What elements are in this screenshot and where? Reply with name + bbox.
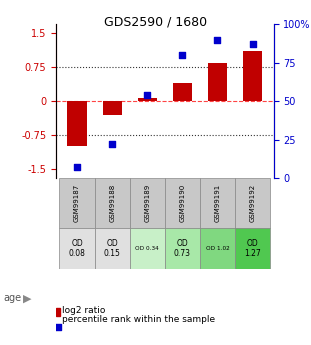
- Bar: [67, 101, 87, 146]
- Point: [55, 324, 60, 330]
- Text: ▶: ▶: [23, 294, 32, 303]
- Bar: [56, 308, 60, 316]
- FancyBboxPatch shape: [235, 228, 270, 269]
- Bar: [103, 101, 122, 115]
- Text: percentile rank within the sample: percentile rank within the sample: [62, 315, 215, 324]
- Point: [180, 52, 185, 58]
- FancyBboxPatch shape: [95, 228, 130, 269]
- Text: GSM99191: GSM99191: [215, 184, 220, 222]
- FancyBboxPatch shape: [95, 178, 130, 228]
- Point: [110, 141, 115, 147]
- Point: [250, 41, 255, 47]
- Text: OD
0.73: OD 0.73: [174, 239, 191, 258]
- Text: log2 ratio: log2 ratio: [62, 306, 105, 315]
- Text: GSM99192: GSM99192: [250, 184, 256, 222]
- Point: [215, 37, 220, 42]
- Text: OD
1.27: OD 1.27: [244, 239, 261, 258]
- FancyBboxPatch shape: [235, 178, 270, 228]
- FancyBboxPatch shape: [130, 228, 165, 269]
- Text: OD
0.15: OD 0.15: [104, 239, 121, 258]
- FancyBboxPatch shape: [200, 228, 235, 269]
- Text: GSM99190: GSM99190: [179, 184, 185, 222]
- FancyBboxPatch shape: [165, 178, 200, 228]
- Text: OD
0.08: OD 0.08: [69, 239, 86, 258]
- Text: GSM99189: GSM99189: [144, 184, 150, 222]
- Bar: [243, 51, 262, 101]
- Text: GSM99187: GSM99187: [74, 184, 80, 222]
- FancyBboxPatch shape: [165, 228, 200, 269]
- FancyBboxPatch shape: [59, 178, 95, 228]
- Point: [145, 92, 150, 98]
- FancyBboxPatch shape: [200, 178, 235, 228]
- Bar: [173, 83, 192, 101]
- Text: age: age: [3, 294, 21, 303]
- FancyBboxPatch shape: [59, 228, 95, 269]
- FancyBboxPatch shape: [130, 178, 165, 228]
- Point: [75, 165, 80, 170]
- Bar: [208, 63, 227, 101]
- Bar: [137, 98, 157, 101]
- Text: OD 0.34: OD 0.34: [135, 246, 159, 251]
- Text: GSM99188: GSM99188: [109, 184, 115, 222]
- Text: OD 1.02: OD 1.02: [206, 246, 230, 251]
- Text: GDS2590 / 1680: GDS2590 / 1680: [104, 16, 207, 29]
